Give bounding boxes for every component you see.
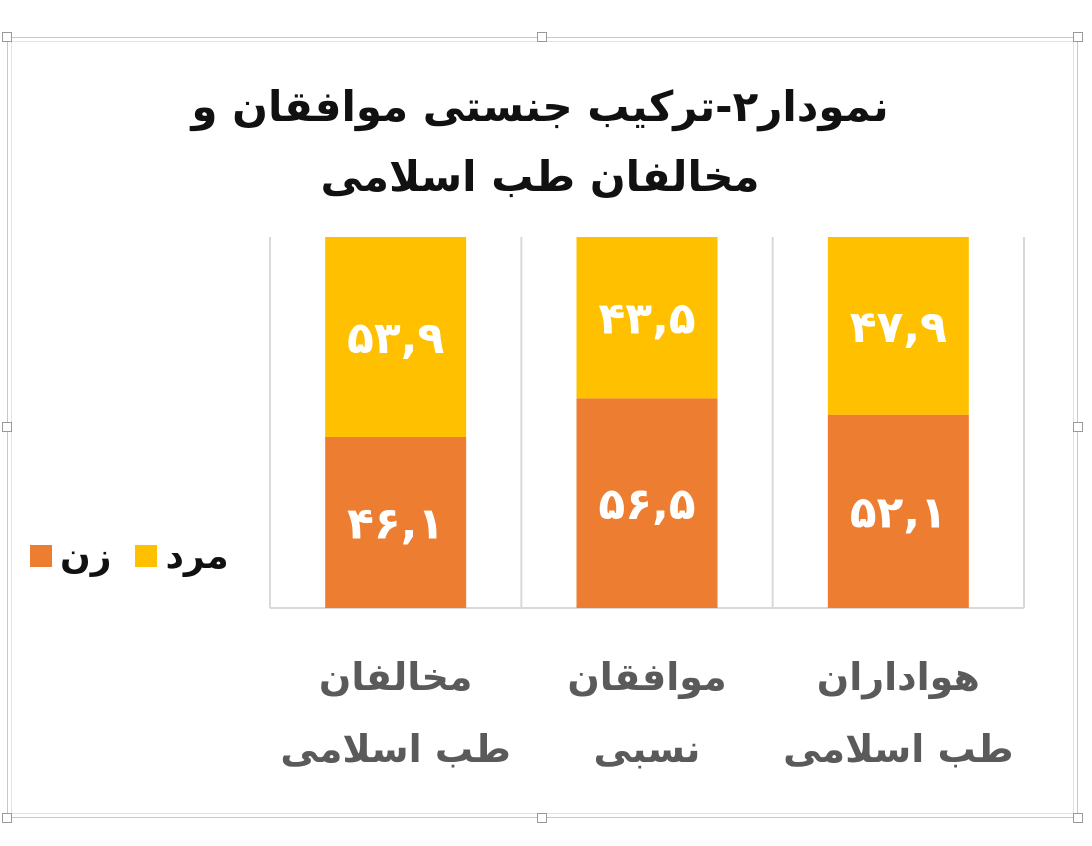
legend-label-men: مرد <box>165 535 229 577</box>
data-label-men-1: ۴۳,۵ <box>598 294 695 345</box>
resize-handle-top-right[interactable] <box>1073 32 1083 42</box>
legend-label-women: زن <box>60 535 112 577</box>
chart-title: نمودار۲-ترکیب جنستی موافقان و مخالفان طب… <box>120 72 960 212</box>
resize-handle-bottom-center[interactable] <box>537 813 547 823</box>
bar-men-1 <box>576 237 718 399</box>
bar-men-2 <box>827 237 969 415</box>
resize-handle-middle-right[interactable] <box>1073 422 1083 432</box>
chart-title-line-2: مخالفان طب اسلامی <box>320 152 760 201</box>
legend-item-men: مرد <box>135 535 229 577</box>
resize-handle-bottom-right[interactable] <box>1073 813 1083 823</box>
data-label-men-0: ۵۳,۹ <box>347 313 444 364</box>
category-label-2-line-1: طب اسلامی <box>783 727 1013 771</box>
data-label-men-2: ۴۷,۹ <box>850 302 947 353</box>
resize-handle-top-center[interactable] <box>537 32 547 42</box>
data-label-women-2: ۵۲,۱ <box>850 487 947 538</box>
bar-women-1 <box>576 398 718 608</box>
data-label-women-1: ۵۶,۵ <box>598 479 695 530</box>
bar-women-2 <box>827 414 969 608</box>
resize-handle-top-left[interactable] <box>2 32 12 42</box>
category-label-1-line-0: موافقان <box>567 655 726 699</box>
bar-women-0 <box>325 436 467 608</box>
category-label-0-line-1: طب اسلامی <box>280 727 510 771</box>
chart-title-line-1: نمودار۲-ترکیب جنستی موافقان و <box>191 82 889 131</box>
data-label-women-0: ۴۶,۱ <box>347 498 444 549</box>
category-label-0-line-0: مخالفان <box>319 655 473 699</box>
legend-item-women: زن <box>30 536 111 577</box>
bar-men-0 <box>325 237 467 437</box>
resize-handle-middle-left[interactable] <box>2 422 12 432</box>
legend-swatch-women <box>30 545 52 567</box>
category-label-1-line-1: نسبی <box>594 727 701 771</box>
legend-swatch-men <box>135 545 158 567</box>
resize-handle-bottom-left[interactable] <box>2 813 12 823</box>
category-label-2-line-0: هواداران <box>817 655 980 699</box>
legend: زن مرد <box>30 534 229 578</box>
